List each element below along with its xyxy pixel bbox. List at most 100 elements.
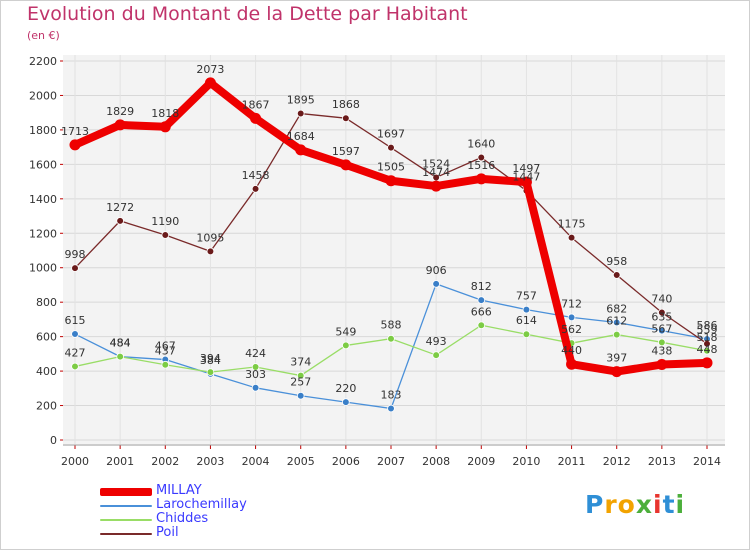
data-label-poil-2013: 740 — [651, 293, 672, 306]
data-label-chiddes-2010: 614 — [516, 314, 537, 327]
logo-letter: o — [617, 490, 636, 519]
legend-label: MILLAY — [156, 483, 202, 498]
data-label-millay-2000: 1713 — [61, 125, 89, 138]
data-point-poil-2011 — [567, 233, 576, 242]
data-label-millay-2005: 1684 — [287, 130, 315, 143]
data-label-larochemillay-2008: 906 — [426, 264, 447, 277]
data-label-chiddes-2004: 424 — [245, 347, 266, 360]
data-label-millay-2011: 440 — [561, 344, 582, 357]
data-label-millay-2003: 2073 — [196, 63, 224, 76]
data-point-larochemillay-2006 — [342, 398, 350, 406]
data-label-millay-2001: 1829 — [106, 105, 134, 118]
data-label-chiddes-2001: 484 — [110, 337, 131, 350]
data-label-poil-2009: 1640 — [467, 137, 495, 150]
data-label-poil-2007: 1697 — [377, 128, 405, 141]
y-tick-label-400: 400 — [36, 365, 57, 378]
data-point-larochemillay-2010 — [522, 305, 531, 314]
data-point-poil-2005 — [296, 109, 305, 118]
data-label-chiddes-2011: 562 — [561, 323, 582, 336]
data-label-millay-2014: 448 — [697, 343, 718, 356]
data-label-larochemillay-2002: 467 — [155, 340, 176, 353]
data-point-poil-2007 — [387, 143, 395, 152]
data-point-chiddes-2002 — [161, 360, 170, 369]
y-tick-label-2000: 2000 — [29, 89, 57, 102]
x-tick-label-2000: 2000 — [61, 455, 89, 468]
data-point-chiddes-2013 — [658, 338, 666, 347]
data-point-chiddes-2000 — [71, 362, 79, 371]
data-point-millay-2007 — [385, 175, 397, 187]
data-point-larochemillay-2012 — [612, 318, 621, 327]
legend-label: Chiddes — [156, 511, 209, 526]
data-label-millay-2012: 397 — [606, 352, 627, 365]
logo-letter: P — [585, 490, 605, 519]
data-label-chiddes-2013: 567 — [651, 322, 672, 335]
data-label-poil-2006: 1868 — [332, 98, 360, 111]
data-label-poil-2010: 1447 — [512, 171, 540, 184]
x-tick-label-2009: 2009 — [467, 455, 495, 468]
legend-label: Larochemillay — [156, 497, 247, 512]
x-tick-label-2011: 2011 — [558, 455, 586, 468]
data-point-poil-2009 — [477, 153, 486, 162]
data-label-millay-2009: 1516 — [467, 159, 495, 172]
data-label-poil-2011: 1175 — [558, 218, 586, 231]
data-label-larochemillay-2006: 220 — [335, 382, 356, 395]
data-point-millay-2011 — [566, 358, 578, 370]
data-point-poil-2013 — [658, 308, 666, 317]
data-label-chiddes-2000: 427 — [65, 346, 86, 359]
data-point-millay-2012 — [611, 366, 623, 378]
data-point-millay-2008 — [430, 180, 442, 192]
data-point-millay-2002 — [159, 121, 171, 133]
data-label-poil-2001: 1272 — [106, 201, 134, 214]
data-label-larochemillay-2004: 303 — [245, 368, 266, 381]
data-label-chiddes-2007: 588 — [381, 319, 402, 332]
data-label-millay-2006: 1597 — [332, 145, 360, 158]
x-tick-label-2001: 2001 — [106, 455, 134, 468]
data-point-larochemillay-2011 — [567, 313, 576, 322]
y-tick-label-600: 600 — [36, 331, 57, 344]
data-point-larochemillay-2000 — [71, 330, 79, 338]
x-tick-label-2013: 2013 — [648, 455, 676, 468]
data-point-chiddes-2009 — [477, 321, 486, 330]
data-label-chiddes-2002: 437 — [155, 345, 176, 358]
data-label-poil-2012: 958 — [606, 255, 627, 268]
data-point-poil-2006 — [342, 114, 350, 122]
data-point-chiddes-2006 — [342, 341, 350, 350]
data-point-millay-2009 — [475, 173, 487, 185]
data-label-larochemillay-2003: 384 — [200, 354, 221, 367]
x-tick-label-2002: 2002 — [151, 455, 179, 468]
data-label-larochemillay-2013: 635 — [651, 311, 672, 324]
data-point-larochemillay-2004 — [251, 384, 260, 392]
data-label-chiddes-2003: 394 — [200, 352, 221, 365]
x-tick-label-2006: 2006 — [332, 455, 360, 468]
data-point-millay-2000 — [69, 139, 81, 151]
logo-letter: x — [635, 490, 653, 519]
y-tick-label-1400: 1400 — [29, 193, 57, 206]
x-tick-label-2005: 2005 — [287, 455, 315, 468]
data-label-millay-2008: 1474 — [422, 166, 450, 179]
data-label-poil-2005: 1895 — [287, 94, 315, 107]
data-point-chiddes-2012 — [612, 330, 621, 339]
data-label-larochemillay-2010: 757 — [516, 290, 537, 303]
x-tick-label-2008: 2008 — [422, 455, 450, 468]
legend-swatch — [100, 533, 152, 535]
data-point-larochemillay-2005 — [296, 391, 305, 400]
legend-label: Poil — [156, 525, 179, 540]
data-point-poil-2002 — [161, 231, 170, 239]
y-tick-label-0: 0 — [50, 434, 57, 447]
data-point-millay-2005 — [295, 144, 307, 156]
data-point-millay-2003 — [204, 77, 216, 89]
data-point-larochemillay-2007 — [387, 404, 395, 413]
x-tick-label-2012: 2012 — [603, 455, 631, 468]
data-point-poil-2012 — [612, 271, 621, 279]
data-point-millay-2006 — [340, 159, 352, 171]
data-point-chiddes-2003 — [206, 368, 215, 376]
data-point-poil-2014 — [703, 339, 711, 348]
data-label-chiddes-2012: 612 — [606, 315, 627, 328]
data-label-chiddes-2009: 666 — [471, 305, 492, 318]
data-point-poil-2003 — [206, 247, 215, 256]
data-label-chiddes-2006: 549 — [335, 325, 356, 338]
data-point-poil-2004 — [251, 185, 260, 193]
data-point-larochemillay-2013 — [658, 326, 666, 335]
logo-letter: r — [604, 490, 618, 519]
x-tick-label-2007: 2007 — [377, 455, 405, 468]
